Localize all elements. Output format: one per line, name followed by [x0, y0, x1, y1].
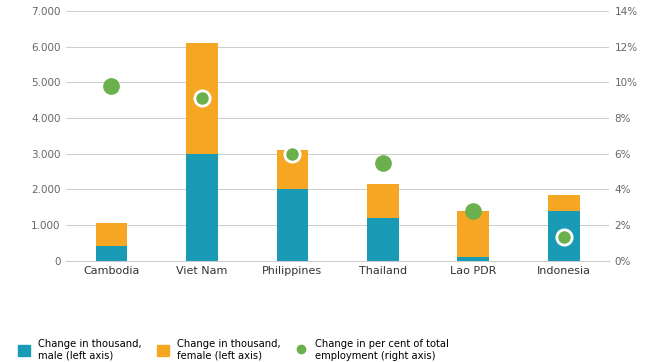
Bar [367, 218, 399, 261]
Bar [186, 153, 218, 261]
Bar [95, 247, 127, 261]
Bar [548, 211, 580, 261]
Bar [457, 211, 489, 257]
Bar [457, 257, 489, 261]
Bar [277, 150, 308, 189]
Legend: Change in thousand,
male (left axis), Change in thousand,
female (left axis), Ch: Change in thousand, male (left axis), Ch… [19, 339, 449, 361]
Bar [367, 184, 399, 218]
Bar [95, 223, 127, 247]
Bar [277, 189, 308, 261]
Bar [186, 43, 218, 153]
Bar [548, 195, 580, 211]
